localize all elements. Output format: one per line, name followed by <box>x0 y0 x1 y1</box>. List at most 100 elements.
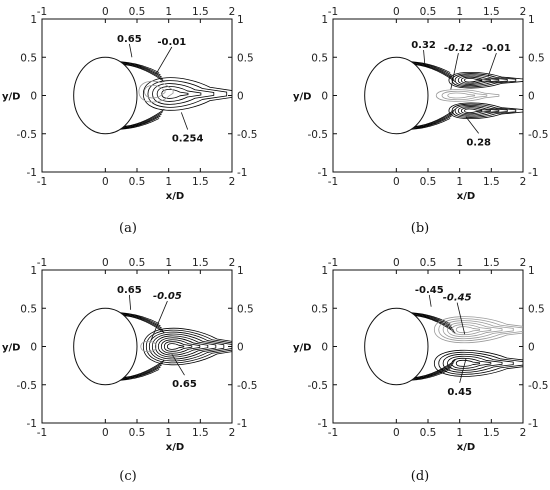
x-tick-label-top: 1 <box>456 6 463 18</box>
positive-contour <box>163 341 193 352</box>
positive-contour <box>157 337 209 356</box>
y-tick-label-right: 0 <box>237 342 244 354</box>
annotation-leader <box>129 43 133 58</box>
y-tick-label-left: 0 <box>321 91 328 103</box>
annotation-leader <box>450 53 459 90</box>
y-axis-label: y/D <box>293 92 311 103</box>
x-tick-label-top: 1.5 <box>192 6 209 18</box>
x-tick-label-top: -1 <box>37 257 47 269</box>
positive-contour <box>454 74 508 87</box>
contour-level-label: -0.45 <box>415 285 444 296</box>
positive-contour <box>142 327 232 366</box>
negative-contour <box>435 89 500 102</box>
panel-caption: (b) <box>411 221 429 236</box>
positive-contour <box>447 355 503 371</box>
y-tick-label-left: -0.5 <box>308 129 329 141</box>
contour-level-label: -0.01 <box>482 43 511 54</box>
x-tick-label-top: 2 <box>229 257 236 269</box>
y-tick-label-right: 0 <box>237 91 244 103</box>
y-tick-label-left: -0.5 <box>17 129 38 141</box>
y-tick-label-right: -0.5 <box>528 380 549 392</box>
annotation-leader <box>155 46 173 75</box>
x-tick-label-top: 1.5 <box>483 6 500 18</box>
x-tick-label-bottom: 0 <box>393 427 400 439</box>
y-tick-label-right: -1 <box>528 418 538 430</box>
x-tick-label-bottom: 0 <box>102 176 109 188</box>
y-axis-label: y/D <box>293 343 311 354</box>
negative-contour <box>138 80 174 103</box>
x-axis-label: x/D <box>166 191 184 202</box>
x-tick-label-top: 2 <box>229 6 236 18</box>
negative-contour <box>447 322 503 338</box>
negative-contour <box>433 316 523 344</box>
y-tick-label-left: 0.5 <box>311 303 328 315</box>
positive-contour <box>160 339 201 354</box>
positive-contour <box>142 77 232 111</box>
negative-contour <box>144 85 166 99</box>
x-tick-label-bottom: 0.5 <box>129 176 146 188</box>
y-tick-label-right: 0.5 <box>237 303 254 315</box>
y-tick-label-right: -1 <box>237 167 247 179</box>
annotation-leader <box>180 112 189 130</box>
positive-contour <box>156 86 202 102</box>
x-tick-label-bottom: 1 <box>456 427 463 439</box>
positive-contour <box>433 349 523 377</box>
x-tick-label-top: 1 <box>456 257 463 269</box>
y-tick-label-left: 1 <box>321 265 328 277</box>
x-tick-label-bottom: -1 <box>328 176 338 188</box>
x-tick-label-top: 0 <box>393 6 400 18</box>
x-tick-label-bottom: 0 <box>102 427 109 439</box>
x-tick-label-top: 2 <box>520 6 527 18</box>
x-tick-label-bottom: 2 <box>229 427 236 439</box>
y-tick-label-left: -0.5 <box>17 380 38 392</box>
x-tick-label-bottom: 1.5 <box>483 427 500 439</box>
panel-caption: (d) <box>411 469 429 484</box>
contour-level-label: -0.01 <box>157 37 186 48</box>
positive-contour <box>460 76 491 84</box>
panel-caption: (c) <box>119 469 136 484</box>
x-tick-label-top: 1 <box>165 6 172 18</box>
negative-contour <box>441 90 488 101</box>
x-tick-label-bottom: -1 <box>37 427 47 439</box>
x-tick-label-top: 1.5 <box>192 257 209 269</box>
y-tick-label-left: 0.5 <box>311 52 328 64</box>
positive-contour <box>438 351 523 375</box>
y-tick-label-right: -1 <box>528 167 538 179</box>
positive-contour <box>161 89 189 99</box>
x-tick-label-bottom: 1 <box>165 427 172 439</box>
x-axis-label: x/D <box>166 442 184 453</box>
positive-contour <box>448 71 523 89</box>
x-tick-label-top: 0.5 <box>129 6 146 18</box>
x-tick-label-bottom: 2 <box>520 176 527 188</box>
negative-contour <box>140 340 157 353</box>
x-tick-label-top: -1 <box>37 6 47 18</box>
y-tick-label-right: 1 <box>528 265 535 277</box>
x-tick-label-bottom: 1.5 <box>192 427 209 439</box>
x-tick-label-top: 1 <box>165 257 172 269</box>
annotation-leader <box>456 302 466 335</box>
y-tick-label-left: 0 <box>30 91 37 103</box>
y-tick-label-left: -1 <box>318 418 328 430</box>
annotation-leader <box>459 358 467 383</box>
positive-contour <box>454 104 508 117</box>
y-tick-label-left: 0.5 <box>20 303 37 315</box>
y-tick-label-right: -0.5 <box>237 129 258 141</box>
negative-contour <box>442 320 514 340</box>
x-axis-label: x/D <box>457 442 475 453</box>
x-tick-label-top: 0 <box>102 6 109 18</box>
positive-contour <box>145 329 232 364</box>
cylinder-body <box>364 307 429 386</box>
cylinder-body <box>364 56 429 135</box>
positive-contour <box>166 343 185 350</box>
x-tick-label-top: 2 <box>520 257 527 269</box>
y-tick-label-right: -1 <box>237 418 247 430</box>
y-tick-label-left: 0 <box>321 342 328 354</box>
annotation-leader <box>465 116 479 134</box>
y-tick-label-right: 0.5 <box>528 303 545 315</box>
x-tick-label-bottom: 1 <box>456 176 463 188</box>
y-tick-label-right: 0 <box>528 91 535 103</box>
annotation-leader <box>129 294 132 310</box>
x-axis-label: x/D <box>457 191 475 202</box>
